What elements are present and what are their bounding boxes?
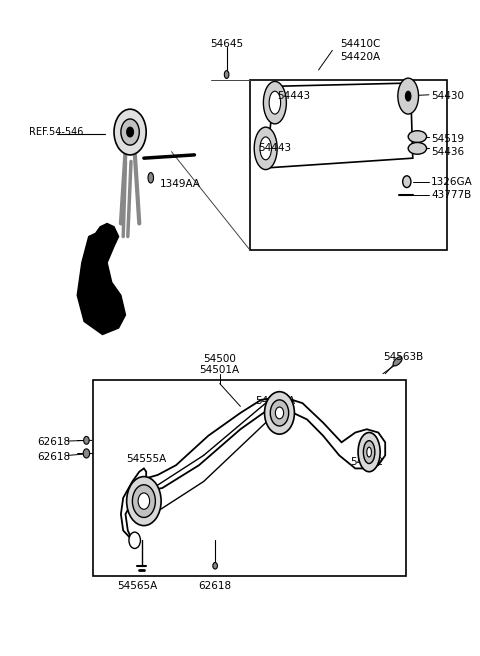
Text: 54645: 54645 xyxy=(210,39,243,49)
Text: 54410C: 54410C xyxy=(340,39,380,49)
Ellipse shape xyxy=(358,432,380,472)
Text: 54555A: 54555A xyxy=(126,454,166,464)
Text: 62618: 62618 xyxy=(38,438,71,447)
Polygon shape xyxy=(77,224,125,335)
Text: 54552: 54552 xyxy=(350,457,384,467)
Text: 54430: 54430 xyxy=(431,91,464,101)
Ellipse shape xyxy=(224,71,229,79)
Text: 54565A: 54565A xyxy=(117,581,157,591)
Ellipse shape xyxy=(127,127,133,137)
Ellipse shape xyxy=(132,485,156,518)
Ellipse shape xyxy=(121,119,139,145)
Ellipse shape xyxy=(403,176,411,188)
Ellipse shape xyxy=(127,477,161,525)
Ellipse shape xyxy=(408,131,427,142)
Ellipse shape xyxy=(393,357,402,366)
Ellipse shape xyxy=(138,493,150,509)
Text: 1326GA: 1326GA xyxy=(431,176,473,187)
Text: 54443: 54443 xyxy=(276,91,310,101)
Ellipse shape xyxy=(269,91,281,114)
Ellipse shape xyxy=(254,127,277,170)
Ellipse shape xyxy=(408,142,427,154)
Ellipse shape xyxy=(83,449,90,458)
Text: REF.54-546: REF.54-546 xyxy=(29,127,84,137)
Ellipse shape xyxy=(213,562,217,569)
Text: 43777B: 43777B xyxy=(431,190,471,199)
Ellipse shape xyxy=(84,436,89,444)
Text: 54501A: 54501A xyxy=(200,365,240,375)
Text: 62618: 62618 xyxy=(199,581,232,591)
Bar xyxy=(93,380,406,576)
Ellipse shape xyxy=(260,137,271,160)
Text: 1349AA: 1349AA xyxy=(160,179,201,190)
Ellipse shape xyxy=(367,447,372,457)
Ellipse shape xyxy=(148,173,154,183)
Ellipse shape xyxy=(129,532,141,548)
Ellipse shape xyxy=(270,400,288,426)
Bar xyxy=(250,80,447,250)
Ellipse shape xyxy=(264,392,294,434)
Text: 54443: 54443 xyxy=(258,144,291,154)
Ellipse shape xyxy=(114,109,146,155)
Text: 62618: 62618 xyxy=(38,453,71,462)
Ellipse shape xyxy=(264,81,287,124)
Ellipse shape xyxy=(398,78,419,114)
Text: 54519: 54519 xyxy=(431,134,464,144)
Text: 54420A: 54420A xyxy=(340,52,380,62)
Text: 54520A: 54520A xyxy=(255,396,295,406)
Ellipse shape xyxy=(363,441,375,464)
Ellipse shape xyxy=(406,91,411,101)
Text: 54436: 54436 xyxy=(431,147,464,157)
Ellipse shape xyxy=(276,407,284,419)
Text: 54500: 54500 xyxy=(204,354,236,363)
Text: 54563B: 54563B xyxy=(384,352,424,362)
